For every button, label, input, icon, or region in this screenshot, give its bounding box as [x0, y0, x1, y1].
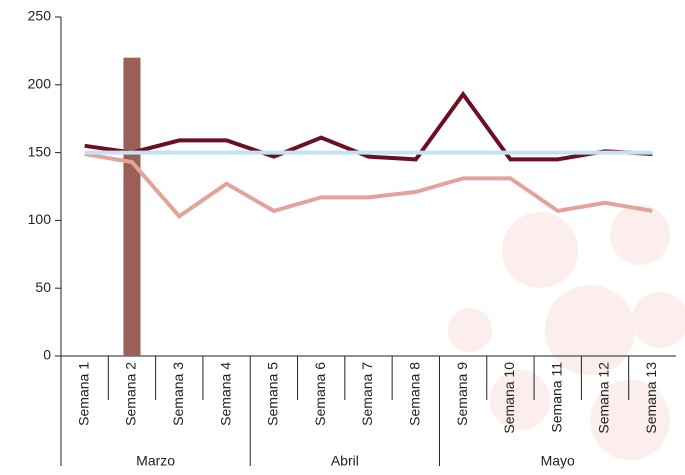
group-label: Marzo: [136, 453, 175, 469]
x-tick-label: Semana 4: [217, 362, 233, 426]
x-tick-label: Semana 10: [501, 362, 517, 434]
x-tick-label: Semana 5: [265, 362, 281, 426]
bar: [123, 57, 141, 357]
y-tick-label: 50: [35, 279, 51, 295]
y-tick-label: 250: [28, 8, 52, 24]
y-tick-label: 100: [28, 211, 52, 227]
y-tick-label: 200: [28, 76, 52, 92]
x-tick-label: Semana 2: [123, 362, 139, 426]
group-label: Abril: [331, 453, 359, 469]
group-label: Mayo: [541, 453, 575, 469]
y-tick-label: 0: [43, 347, 51, 363]
x-tick-label: Semana 12: [596, 362, 612, 434]
x-tick-label: Semana 13: [643, 362, 659, 434]
x-tick-label: Semana 8: [407, 362, 423, 426]
x-tick-label: Semana 11: [548, 362, 564, 433]
line-series: [84, 90, 653, 162]
y-tick-label: 150: [28, 143, 52, 159]
x-tick-label: Semana 1: [75, 362, 91, 426]
x-tick-label: Semana 3: [170, 362, 186, 426]
x-tick-label: Semana 7: [359, 362, 375, 426]
x-tick-label: Semana 9: [454, 362, 470, 426]
x-tick-label: Semana 6: [312, 362, 328, 426]
line-series: [84, 151, 653, 219]
background-decoration: [448, 205, 685, 460]
